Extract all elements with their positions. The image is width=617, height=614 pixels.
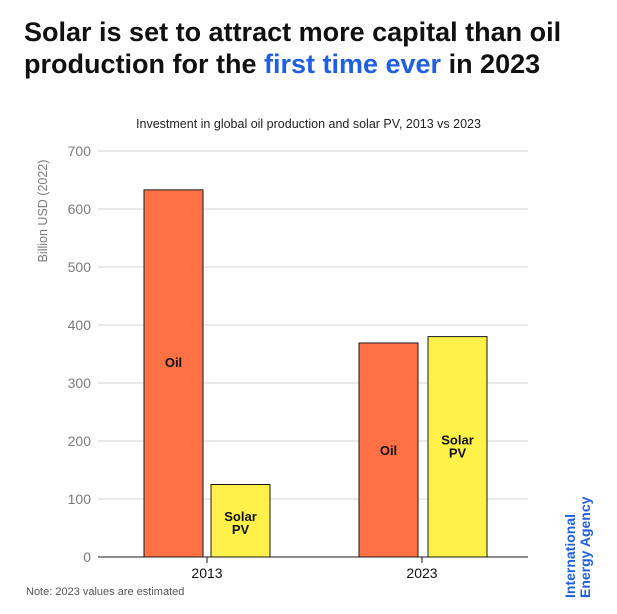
bar-label-solar-pv-2023-line2: PV bbox=[449, 446, 467, 461]
y-tick-label-300: 300 bbox=[68, 375, 92, 391]
bar-solar-pv-2013 bbox=[210, 484, 271, 558]
headline: Solar is set to attract more capital tha… bbox=[24, 16, 584, 80]
bar-oil-2023 bbox=[358, 342, 419, 558]
headline-highlight: first time ever bbox=[263, 49, 442, 79]
y-tick-label-0: 0 bbox=[83, 549, 91, 565]
x-tick-label-2023: 2023 bbox=[406, 565, 437, 581]
source-line-1: International bbox=[562, 513, 578, 598]
y-tick-label-200: 200 bbox=[68, 433, 92, 449]
bar-label-solar-pv-2013-line2: PV bbox=[232, 522, 250, 537]
bar-label-oil-2023: Oil bbox=[380, 443, 397, 458]
x-tick-label-2013: 2013 bbox=[191, 565, 222, 581]
y-tick-label-400: 400 bbox=[68, 317, 92, 333]
y-tick-label-600: 600 bbox=[68, 201, 92, 217]
source-logo: International Energy Agency bbox=[562, 496, 593, 598]
headline-text-start: Solar is set to attract more capital tha… bbox=[24, 17, 562, 79]
bar-label-oil-2013: Oil bbox=[165, 355, 182, 370]
source-line-2: Energy Agency bbox=[577, 496, 593, 598]
y-tick-label-500: 500 bbox=[68, 259, 92, 275]
y-tick-label-100: 100 bbox=[68, 491, 92, 507]
y-tick-label-700: 700 bbox=[68, 143, 92, 159]
bar-label-solar-pv-2013-line1: Solar bbox=[224, 509, 257, 524]
y-axis-label: Billion USD (2022) bbox=[36, 160, 50, 263]
bar-solar-pv-2023 bbox=[427, 336, 488, 558]
chart-title: Investment in global oil production and … bbox=[136, 117, 481, 131]
headline-text-end: in 2023 bbox=[441, 49, 541, 79]
bar-label-solar-pv-2023-line1: Solar bbox=[441, 433, 474, 448]
footnote: Note: 2023 values are estimated bbox=[26, 586, 185, 598]
bar-oil-2013 bbox=[143, 189, 204, 558]
